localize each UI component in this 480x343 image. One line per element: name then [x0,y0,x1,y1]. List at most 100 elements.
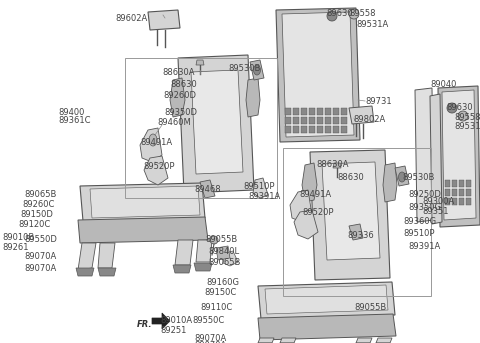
Polygon shape [395,166,409,186]
Text: 89260D: 89260D [163,91,196,100]
Text: 89150D: 89150D [20,210,53,219]
Polygon shape [383,163,397,202]
Text: 89065B: 89065B [208,258,240,267]
Polygon shape [452,198,457,205]
Polygon shape [152,313,170,329]
Ellipse shape [253,65,261,75]
Polygon shape [280,338,296,343]
Text: 89055B: 89055B [354,303,386,312]
Polygon shape [191,70,243,174]
Ellipse shape [149,134,157,146]
Polygon shape [310,150,390,280]
Polygon shape [466,180,471,187]
Circle shape [349,9,359,19]
Bar [283,148,431,296]
Polygon shape [293,126,299,133]
Text: 89491A: 89491A [140,138,172,147]
Circle shape [210,236,218,244]
Circle shape [447,103,457,113]
Text: 89070A: 89070A [24,264,56,273]
Polygon shape [356,338,372,343]
Text: 88630A: 88630A [162,68,194,77]
Text: 88630: 88630 [337,173,364,182]
Text: 89602A: 89602A [116,14,148,23]
Polygon shape [302,163,317,202]
Polygon shape [341,108,347,115]
Text: 89520P: 89520P [143,162,175,171]
Polygon shape [258,338,274,343]
Polygon shape [170,78,185,117]
Polygon shape [445,198,450,205]
Polygon shape [175,240,193,265]
Ellipse shape [398,172,406,182]
Polygon shape [285,126,291,133]
Polygon shape [333,126,339,133]
Polygon shape [78,243,96,270]
Text: 89360G: 89360G [403,217,436,226]
Polygon shape [78,217,208,243]
Text: 89630: 89630 [446,103,473,112]
Text: 88630: 88630 [170,80,197,89]
Polygon shape [144,156,168,185]
Text: 89491A: 89491A [299,190,331,199]
Text: 89261: 89261 [2,243,28,252]
Text: 89350G: 89350G [408,203,441,212]
Polygon shape [140,128,162,162]
Polygon shape [290,190,312,222]
Text: FR.: FR. [137,320,153,329]
Text: 89530B: 89530B [228,64,260,73]
Text: 89070A: 89070A [24,252,56,261]
Polygon shape [349,224,363,240]
Polygon shape [317,108,323,115]
Polygon shape [148,10,180,30]
Polygon shape [459,189,464,196]
Text: 89361C: 89361C [58,116,91,125]
Polygon shape [194,263,212,271]
Polygon shape [223,251,238,266]
Polygon shape [285,108,291,115]
Polygon shape [309,126,315,133]
Polygon shape [200,180,215,198]
Text: 89010A: 89010A [160,316,192,325]
Polygon shape [301,117,307,124]
Polygon shape [196,60,204,65]
Polygon shape [466,189,471,196]
Polygon shape [317,126,323,133]
Polygon shape [258,282,395,319]
Polygon shape [309,117,315,124]
Polygon shape [445,189,450,196]
Text: 89351: 89351 [422,207,448,216]
Text: 89250D: 89250D [408,190,441,199]
Text: 89040: 89040 [430,80,456,89]
Polygon shape [90,186,200,218]
Polygon shape [459,198,464,205]
Text: 89350D: 89350D [164,108,197,117]
Polygon shape [285,117,291,124]
Text: 89731: 89731 [365,97,392,106]
Polygon shape [333,163,341,168]
Text: 89391A: 89391A [408,242,440,251]
Text: 89070A: 89070A [194,334,226,343]
Polygon shape [430,94,442,224]
Polygon shape [459,180,464,187]
Text: 89251: 89251 [160,326,186,335]
Polygon shape [294,210,318,239]
Text: 89391A: 89391A [248,192,280,201]
Polygon shape [258,314,396,340]
Text: 89460M: 89460M [157,118,191,127]
Bar [125,58,277,198]
Polygon shape [276,8,360,142]
Text: 89070A: 89070A [194,341,226,343]
Text: 89510P: 89510P [243,182,275,191]
Polygon shape [333,108,339,115]
Text: 89120C: 89120C [18,220,50,229]
Polygon shape [341,126,347,133]
Text: 89260C: 89260C [22,200,54,209]
Polygon shape [216,246,230,260]
Text: 89010B: 89010B [2,233,34,242]
Polygon shape [452,180,457,187]
Polygon shape [293,117,299,124]
Text: 89110C: 89110C [200,303,232,312]
Text: 89055B: 89055B [205,235,237,244]
Polygon shape [322,162,380,260]
